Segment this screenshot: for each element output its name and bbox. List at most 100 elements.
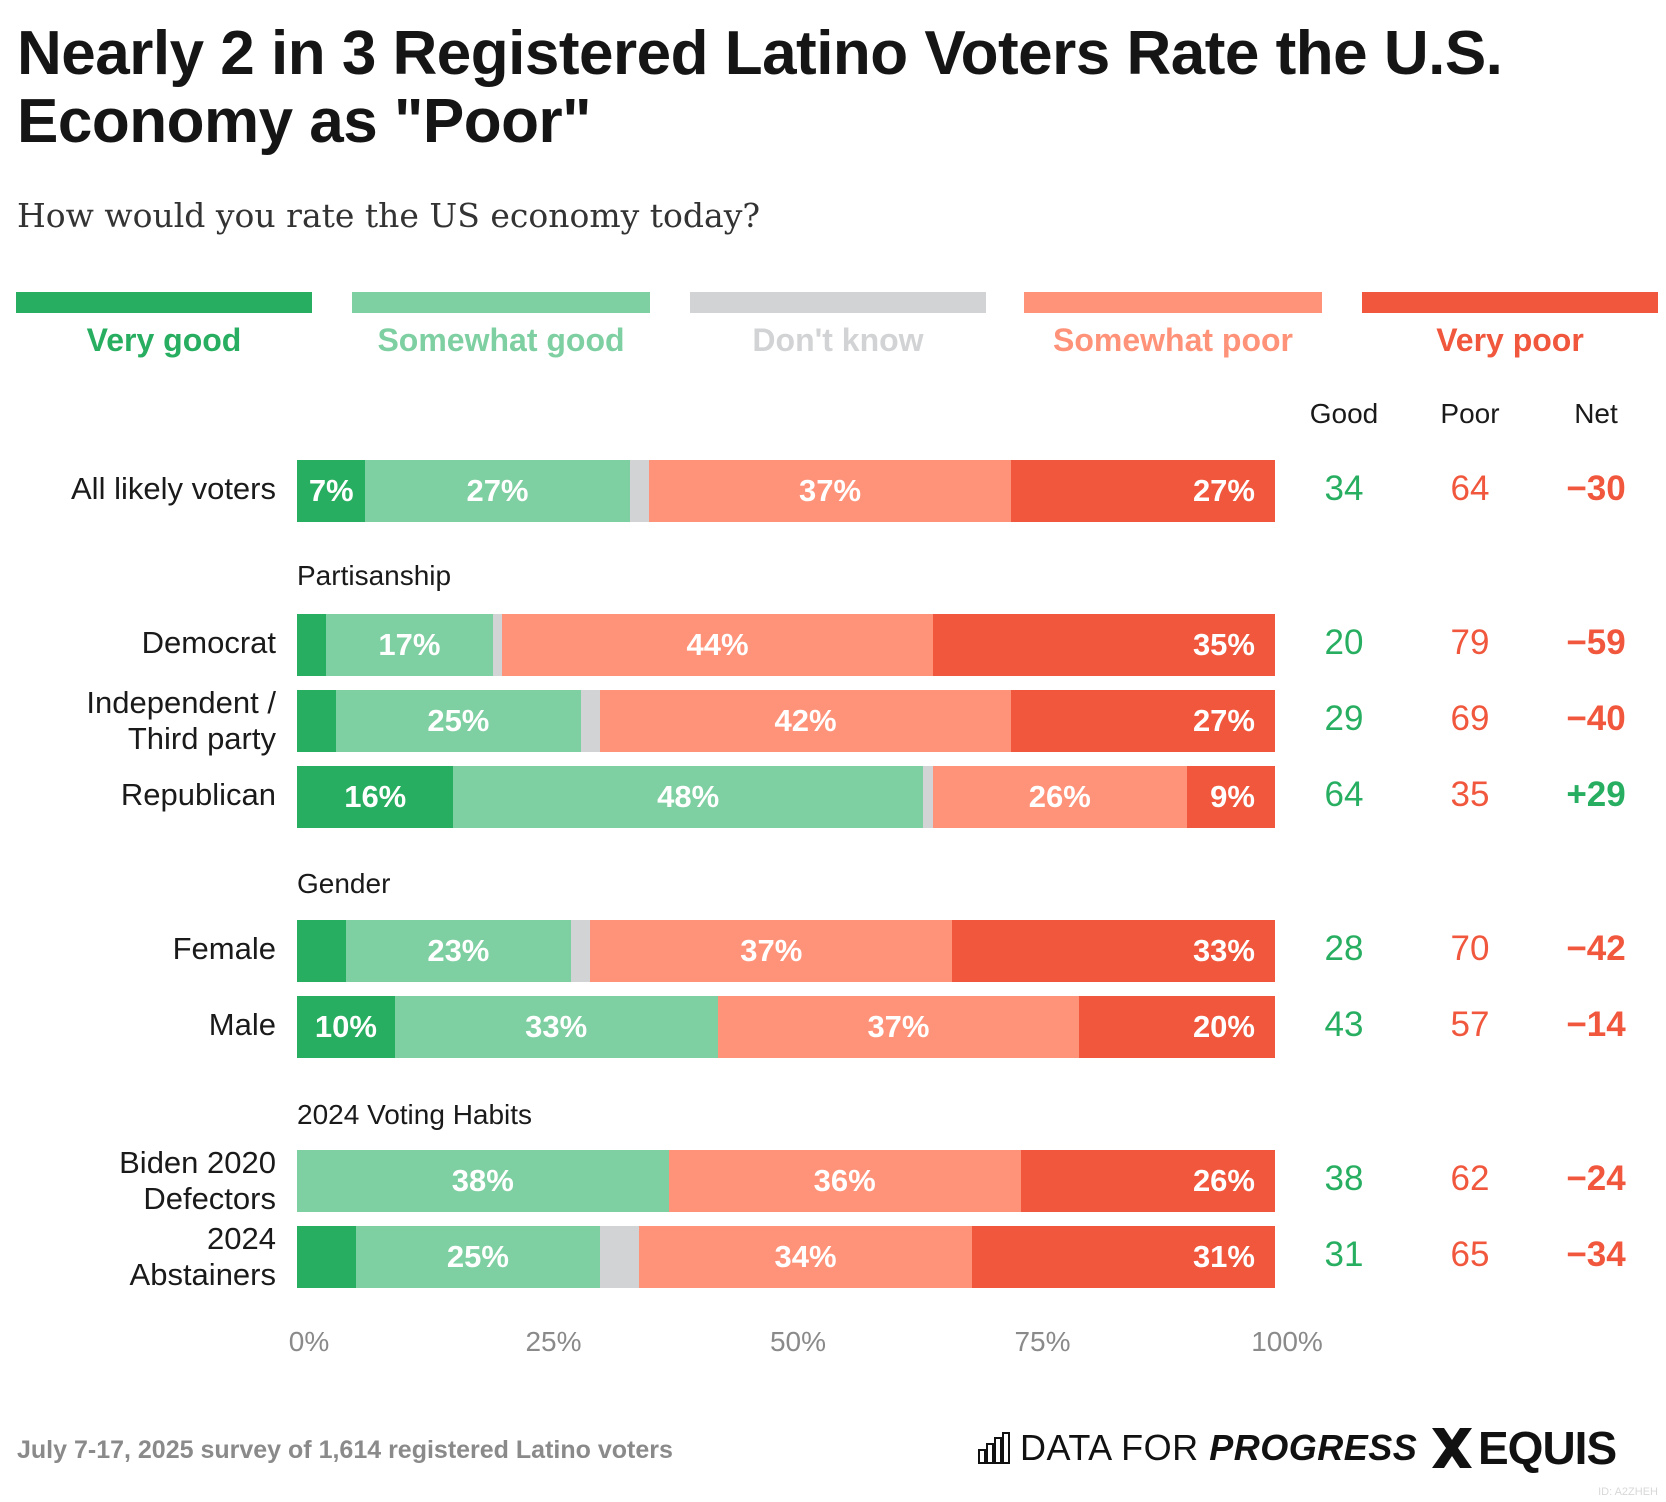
bar-segment-somewhat-poor: 37% (649, 460, 1011, 522)
equis-wordmark: EQUIS (1478, 1422, 1617, 1474)
x-mark-logo-icon (1432, 1428, 1472, 1468)
data-for-progress-logo: DATA FOR PROGRESS (978, 1425, 1417, 1471)
group-label: 2024 Voting Habits (297, 1099, 533, 1130)
bar-segment-very-good (297, 920, 346, 982)
row-label-line: Independent / (86, 685, 276, 720)
bar-segment-somewhat-good: 17% (326, 614, 493, 676)
column-header-good: Good (1309, 398, 1379, 429)
bar-segment-dont-know (580, 690, 601, 752)
segment-value-label: 33% (525, 1009, 588, 1044)
poor-value: 70 (1450, 929, 1490, 968)
segment-value-label: 37% (867, 1009, 930, 1044)
good-value: 28 (1324, 929, 1364, 968)
bar-segment-very-good (297, 614, 327, 676)
bar-segment-very-poor: 35% (932, 614, 1275, 676)
poor-value: 62 (1450, 1159, 1490, 1198)
legend-swatch (1024, 292, 1322, 313)
group-label: Gender (297, 868, 391, 899)
legend-item-very-good: Very good (16, 292, 312, 372)
bar-segment-somewhat-poor: 37% (590, 920, 953, 982)
stacked-bar: 38% 36% 26% (297, 1150, 1275, 1212)
stacked-bar: 25% 34% 31% (297, 1226, 1275, 1288)
legend-swatch (1362, 292, 1658, 313)
stacked-bar: 23% 37% 33% (297, 920, 1275, 982)
good-value: 64 (1324, 775, 1364, 814)
chart-subtitle: How would you rate the US economy today? (17, 196, 761, 235)
bar-segment-very-poor: 27% (1010, 460, 1275, 522)
segment-value-label: 20% (1192, 1009, 1255, 1044)
bar-segment-dont-know (629, 460, 650, 522)
legend: Very good Somewhat good Don't know Somewhat… (16, 292, 1658, 372)
poor-value: 65 (1450, 1235, 1490, 1274)
bar-segment-somewhat-poor: 42% (600, 690, 1011, 752)
bar-segment-somewhat-good: 25% (355, 1226, 601, 1288)
bar-segment-very-good (297, 1226, 356, 1288)
good-value: 31 (1324, 1235, 1364, 1274)
bar-segment-very-poor: 26% (1020, 1150, 1275, 1212)
bar-segment-somewhat-good: 38% (297, 1150, 669, 1212)
segment-value-label: 16% (344, 779, 407, 814)
x-tick-label: 0% (288, 1326, 330, 1357)
segment-value-label: 48% (657, 779, 720, 814)
bar-segment-somewhat-poor: 37% (717, 996, 1080, 1058)
good-value: 20 (1324, 623, 1364, 662)
chart-title: Nearly 2 in 3 Registered Latino Voters R… (17, 19, 1503, 156)
good-value: 34 (1324, 469, 1364, 508)
bar-segment-very-poor: 33% (952, 920, 1275, 982)
stacked-bar: 7% 27% 37% 27% (297, 460, 1275, 522)
poor-value: 57 (1450, 1005, 1490, 1044)
row-label-line: Abstainers (129, 1257, 276, 1292)
row-label-line: Third party (127, 721, 276, 756)
net-value: −30 (1566, 469, 1626, 508)
bar-segment-dont-know (922, 766, 933, 828)
row-label-line: Biden 2020 (119, 1145, 276, 1180)
chart-id: ID: A2ZHEH (1598, 1486, 1658, 1498)
bar-segment-very-poor: 27% (1010, 690, 1275, 752)
bar-segment-very-good: 10% (297, 996, 395, 1058)
row-label: All likely voters (71, 471, 276, 506)
column-header-net: Net (1574, 398, 1618, 429)
bar-segment-somewhat-good: 48% (453, 766, 923, 828)
bar-segment-somewhat-good: 27% (365, 460, 630, 522)
segment-value-label: 36% (813, 1163, 876, 1198)
legend-item-very-poor: Very poor (1362, 292, 1658, 372)
net-value: −24 (1566, 1159, 1626, 1198)
bar-segment-dont-know (492, 614, 503, 676)
segment-value-label: 17% (378, 627, 441, 662)
poor-value: 79 (1450, 623, 1490, 662)
segment-value-label: 25% (446, 1239, 509, 1274)
segment-value-label: 26% (1028, 779, 1091, 814)
poor-value: 35 (1450, 775, 1490, 814)
bar-segment-somewhat-poor: 36% (668, 1150, 1021, 1212)
bar-segment-very-poor: 20% (1079, 996, 1275, 1058)
segment-value-label: 44% (686, 627, 749, 662)
legend-label: Don't know (752, 322, 924, 358)
legend-item-dont-know: Don't know (690, 292, 986, 372)
x-tick-label: 25% (525, 1326, 582, 1357)
good-value: 29 (1324, 699, 1364, 738)
stacked-bar: 25% 42% 27% (297, 690, 1275, 752)
segment-value-label: 34% (774, 1239, 837, 1274)
legend-swatch (690, 292, 986, 313)
segment-value-label: 23% (427, 933, 490, 968)
logo-text-light: DATA FOR (1020, 1427, 1210, 1468)
logo-text-bold: PROGRESS (1209, 1427, 1418, 1468)
x-tick-label: 50% (769, 1326, 827, 1357)
row-label: Biden 2020 Defectors (119, 1145, 276, 1217)
legend-label: Somewhat good (377, 322, 625, 358)
bar-segment-somewhat-good: 25% (336, 690, 581, 752)
bar-segment-very-good: 7% (297, 460, 366, 522)
good-value: 38 (1324, 1159, 1364, 1198)
legend-item-somewhat-poor: Somewhat poor (1024, 292, 1322, 372)
segment-value-label: 31% (1192, 1239, 1255, 1274)
column-header-poor: Poor (1440, 398, 1500, 429)
bar-segment-somewhat-poor: 34% (639, 1226, 972, 1288)
segment-value-label: 7% (308, 473, 354, 508)
segment-value-label: 10% (314, 1009, 377, 1044)
row-label: 2024 Abstainers (130, 1221, 276, 1293)
row-label: Male (208, 1007, 276, 1042)
bar-segment-dont-know (600, 1226, 640, 1288)
net-value: −34 (1566, 1235, 1626, 1274)
group-label: Partisanship (297, 560, 452, 591)
bar-segment-somewhat-poor: 26% (932, 766, 1187, 828)
